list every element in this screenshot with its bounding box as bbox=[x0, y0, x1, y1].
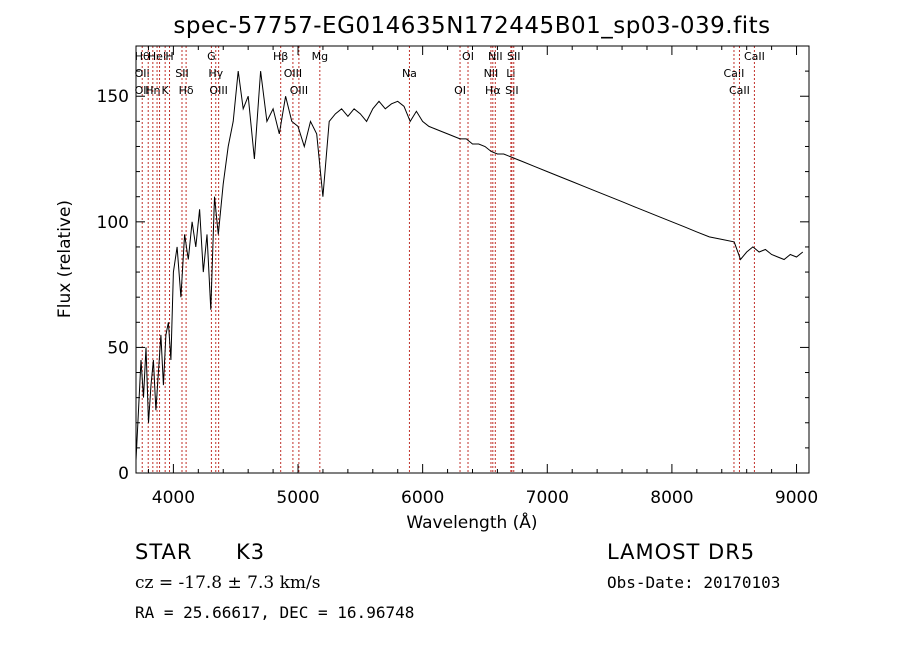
line-label: K bbox=[162, 84, 170, 97]
line-label: Li bbox=[506, 67, 515, 80]
line-label: NII bbox=[484, 67, 499, 80]
x-axis-label: Wavelength (Å) bbox=[406, 511, 537, 533]
y-axis-label: Flux (relative) bbox=[55, 200, 75, 318]
spectrum-series bbox=[135, 71, 804, 461]
line-label: OI bbox=[454, 84, 466, 97]
line-label: OI bbox=[462, 50, 474, 63]
line-label: CaII bbox=[729, 84, 750, 97]
survey-label: LAMOST DR5 bbox=[607, 540, 756, 564]
line-label: OIII bbox=[209, 84, 227, 97]
object-class: STAR bbox=[135, 540, 193, 564]
line-label: OII bbox=[135, 67, 150, 80]
line-label: OII bbox=[135, 84, 150, 97]
x-tick-label: 8000 bbox=[650, 488, 693, 508]
line-label: HeI bbox=[148, 50, 166, 63]
line-label: Hα bbox=[485, 84, 501, 97]
object-subclass: K3 bbox=[236, 540, 266, 564]
plot-frame bbox=[135, 45, 810, 474]
line-label: CaII bbox=[724, 67, 745, 80]
line-label: Mg bbox=[312, 50, 328, 63]
x-tick-label: 4000 bbox=[152, 488, 195, 508]
line-label: OIII bbox=[284, 67, 302, 80]
coordinates: RA = 25.66617, DEC = 16.96748 bbox=[135, 603, 415, 622]
line-label: SII bbox=[505, 84, 518, 97]
x-tick-label: 7000 bbox=[526, 488, 569, 508]
line-label: NII bbox=[488, 50, 503, 63]
x-tick-label: 9000 bbox=[775, 488, 818, 508]
y-tick-label: 50 bbox=[107, 338, 129, 358]
line-label: CaII bbox=[744, 50, 765, 63]
y-tick-label: 0 bbox=[118, 464, 129, 484]
chart-title: spec-57757-EG014635N172445B01_sp03-039.f… bbox=[173, 13, 770, 39]
line-label: Hγ bbox=[208, 67, 223, 80]
obs-date: Obs-Date: 20170103 bbox=[607, 573, 781, 592]
spectrum-line bbox=[135, 71, 804, 461]
x-tick-label: 5000 bbox=[276, 488, 319, 508]
line-label: G bbox=[207, 50, 216, 63]
line-label: Hδ bbox=[179, 84, 194, 97]
line-label: SII bbox=[507, 50, 520, 63]
line-label: Na bbox=[402, 67, 417, 80]
line-label: Hβ bbox=[273, 50, 288, 63]
x-tick-label: 6000 bbox=[401, 488, 444, 508]
line-label: OIII bbox=[290, 84, 308, 97]
line-label: H bbox=[165, 50, 173, 63]
line-label: Hη bbox=[145, 84, 160, 97]
axis-ticks: 4000 5000 6000 7000 8000 9000 0 50 100 150 bbox=[97, 46, 818, 508]
y-tick-label: 100 bbox=[97, 213, 129, 233]
spectral-line-markers: HθOIIOIIHηHeIKHSIIHδGHγOIIIHβOIIIOIIIMgN… bbox=[135, 46, 765, 473]
line-label: Hθ bbox=[135, 50, 150, 63]
y-tick-label: 150 bbox=[97, 87, 129, 107]
line-label: SII bbox=[175, 67, 188, 80]
redshift-cz: cz = -17.8 ± 7.3 km/s bbox=[135, 573, 321, 593]
